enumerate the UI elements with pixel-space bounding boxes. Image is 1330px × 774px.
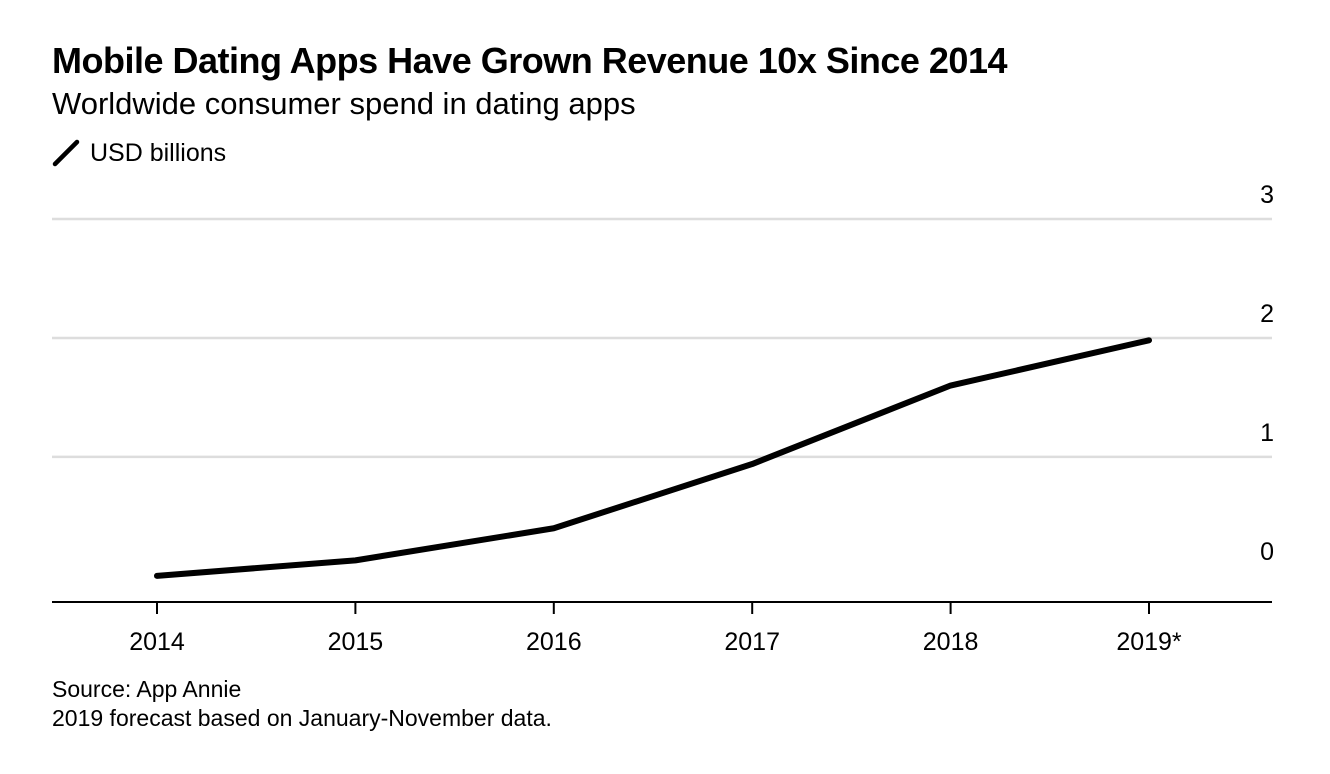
chart-subtitle: Worldwide consumer spend in dating apps xyxy=(52,86,636,121)
series-line-0 xyxy=(154,337,1152,579)
x-tick-label-1: 2015 xyxy=(328,628,384,656)
x-tick-label-3: 2017 xyxy=(724,628,780,656)
y-tick-label-0: 0 xyxy=(1260,538,1274,566)
legend-label: USD billions xyxy=(90,138,227,167)
y-tick-label-3: 3 xyxy=(1260,181,1274,209)
legend: USD billions xyxy=(52,138,226,168)
x-tick-label-2: 2016 xyxy=(526,628,582,656)
y-tick-label-1: 1 xyxy=(1260,419,1274,447)
chart-title: Mobile Dating Apps Have Grown Revenue 10… xyxy=(52,40,1007,81)
legend-line-icon xyxy=(52,139,80,167)
source-note: Source: App Annie xyxy=(52,676,242,702)
x-tick-label-0: 2014 xyxy=(129,628,185,656)
x-tick-label-4: 2018 xyxy=(923,628,979,656)
y-tick-label-2: 2 xyxy=(1260,300,1274,328)
x-tick-label-5: 2019* xyxy=(1116,628,1182,656)
forecast-note: 2019 forecast based on January-November … xyxy=(52,705,552,731)
